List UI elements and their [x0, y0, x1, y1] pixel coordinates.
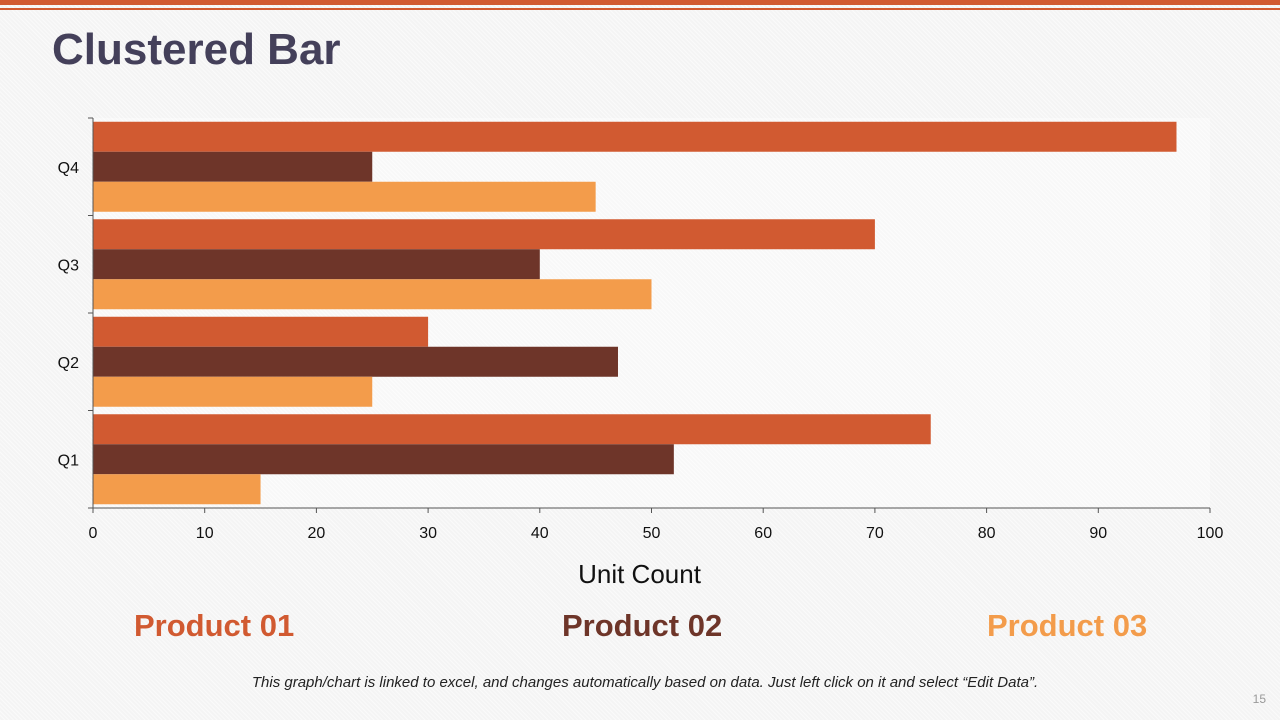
x-tick-label-30: 30: [419, 525, 437, 542]
bar-q3-series-1: [93, 219, 875, 250]
x-tick-label-80: 80: [978, 525, 996, 542]
bar-q3-series-2: [93, 249, 540, 280]
page-number: 15: [1252, 692, 1266, 706]
x-tick-label-100: 100: [1197, 525, 1224, 542]
x-tick-label-40: 40: [531, 525, 549, 542]
legend-product-02: Product 02: [562, 608, 723, 643]
bar-q4-series-1: [93, 121, 1177, 152]
x-tick-label-70: 70: [866, 525, 884, 542]
bar-q2-series-3: [93, 376, 373, 407]
bar-q2-series-2: [93, 346, 618, 377]
chart-footnote: This graph/chart is linked to excel, and…: [251, 674, 1039, 691]
bar-q1-series-3: [93, 474, 261, 505]
x-axis-title: Unit Count: [578, 559, 702, 589]
x-tick-label-90: 90: [1089, 525, 1107, 542]
bar-q4-series-3: [93, 181, 596, 212]
y-tick-label-q3: Q3: [58, 257, 79, 274]
clustered-bar-chart[interactable]: Q1 Q2 Q3 Q4 0 10 20 30 40 50 60 70 80 90 100 Unit Count: [0, 0, 1280, 600]
bar-q1-series-2: [93, 444, 674, 475]
legend-product-01: Product 01: [134, 608, 295, 643]
x-tick-label-50: 50: [643, 525, 661, 542]
top-accent-line: [0, 8, 1280, 10]
y-tick-label-q1: Q1: [58, 452, 79, 469]
legend-product-03: Product 03: [987, 608, 1148, 643]
y-tick-label-q4: Q4: [58, 160, 79, 177]
y-tick-label-q2: Q2: [58, 355, 79, 372]
x-tick-label-10: 10: [196, 525, 214, 542]
bar-q2-series-1: [93, 316, 429, 347]
bar-q3-series-3: [93, 279, 652, 310]
x-tick-label-20: 20: [308, 525, 326, 542]
bar-q4-series-2: [93, 151, 373, 182]
slide-title: Clustered Bar: [52, 25, 341, 74]
x-tick-label-0: 0: [89, 525, 98, 542]
top-accent-bar: [0, 0, 1280, 5]
bar-q1-series-1: [93, 414, 931, 445]
x-tick-label-60: 60: [754, 525, 772, 542]
